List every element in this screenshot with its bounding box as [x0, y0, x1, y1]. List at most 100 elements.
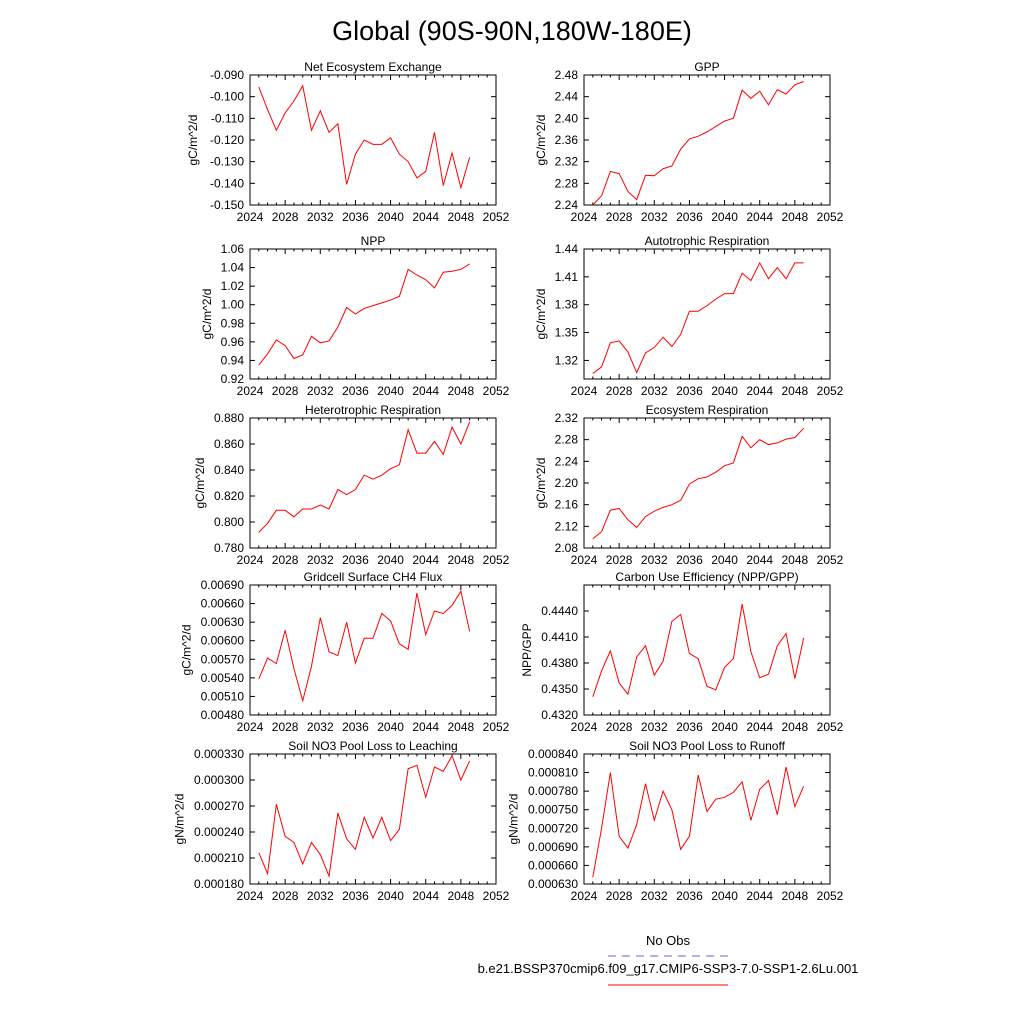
y-axis-label: NPP/GPP	[520, 623, 534, 676]
y-tick-label: 2.32	[555, 411, 579, 425]
x-tick-label: 2024	[237, 553, 264, 567]
panel-title: Autotrophic Respiration	[645, 234, 770, 248]
series-line	[258, 589, 471, 703]
x-tick-label: 2036	[342, 384, 369, 398]
x-tick-label: 2048	[782, 210, 809, 224]
x-tick-label: 2036	[676, 889, 703, 903]
x-tick-label: 2024	[237, 384, 264, 398]
x-tick-label: 2040	[711, 210, 738, 224]
y-tick-label: 0.94	[221, 353, 245, 367]
series-line	[258, 263, 470, 366]
panel-title: Net Ecosystem Exchange	[304, 60, 442, 74]
y-axis-label: gC/m^2/d	[200, 289, 214, 340]
plot-frame	[249, 417, 497, 549]
y-tick-label: 0.000690	[528, 840, 578, 854]
plot-frame	[249, 753, 497, 885]
y-axis-label: gC/m^2/d	[186, 115, 200, 166]
y-tick-label: 0.860	[214, 437, 244, 451]
x-tick-label: 2032	[641, 889, 668, 903]
x-tick-label: 2024	[237, 720, 264, 734]
x-tick-label: 2024	[571, 384, 598, 398]
x-tick-label: 2044	[746, 553, 773, 567]
x-tick-label: 2040	[377, 720, 404, 734]
panel-title: Heterotrophic Respiration	[305, 403, 441, 417]
panel-6: Ecosystem Respiration 2024 2028 2032 2036 204…	[534, 403, 844, 567]
y-tick-label: 2.28	[555, 433, 579, 447]
x-tick-label: 2028	[272, 553, 299, 567]
x-tick-label: 2048	[448, 210, 475, 224]
panel-7: Gridcell Surface CH4 Flux 2024 2028 2032 203…	[179, 570, 509, 734]
x-tick-label: 2028	[606, 720, 633, 734]
x-tick-label: 2040	[377, 384, 404, 398]
x-tick-label: 2044	[412, 889, 439, 903]
x-tick-label: 2048	[782, 720, 809, 734]
x-tick-label: 2028	[606, 553, 633, 567]
panel-8: Carbon Use Efficiency (NPP/GPP) 2024 2028 2…	[520, 570, 843, 734]
x-tick-label: 2048	[782, 384, 809, 398]
panel-4: Autotrophic Respiration 2024 2028 2032 2036 2…	[534, 234, 844, 398]
x-tick-label: 2044	[746, 889, 773, 903]
x-tick-label: 2028	[606, 210, 633, 224]
x-tick-label: 2040	[711, 889, 738, 903]
y-axis-label: gN/m^2/d	[173, 794, 187, 845]
x-tick-label: 2044	[746, 210, 773, 224]
series-line	[592, 766, 805, 878]
y-tick-label: 0.98	[221, 316, 245, 330]
panel-title: Carbon Use Efficiency (NPP/GPP)	[615, 570, 798, 584]
x-tick-label: 2040	[711, 720, 738, 734]
y-axis-label: gC/m^2/d	[193, 458, 207, 509]
y-tick-label: -0.120	[210, 133, 244, 147]
x-tick-label: 2048	[448, 720, 475, 734]
series-line	[258, 421, 471, 533]
y-tick-label: 1.32	[555, 353, 579, 367]
panels-grid: Net Ecosystem Exchange 2024 2028 2032 2036 20…	[173, 60, 844, 903]
x-tick-label: 2032	[307, 720, 334, 734]
y-tick-label: 1.35	[555, 326, 579, 340]
x-tick-label: 2024	[571, 889, 598, 903]
x-tick-label: 2028	[272, 889, 299, 903]
y-tick-label: 1.38	[555, 298, 579, 312]
y-tick-label: 1.44	[555, 242, 579, 256]
panel-5: Heterotrophic Respiration 2024 2028 2032 203…	[193, 403, 510, 567]
x-tick-label: 2032	[641, 553, 668, 567]
y-tick-label: -0.100	[210, 90, 244, 104]
y-tick-label: 2.32	[555, 155, 579, 169]
panel-1: Net Ecosystem Exchange 2024 2028 2032 2036 20…	[186, 60, 509, 224]
y-tick-label: 0.880	[214, 411, 244, 425]
plot-frame	[249, 74, 497, 206]
x-tick-label: 2036	[342, 720, 369, 734]
x-tick-label: 2032	[307, 210, 334, 224]
y-tick-label: 0.000330	[194, 747, 244, 761]
x-tick-label: 2052	[483, 210, 510, 224]
x-tick-label: 2028	[272, 720, 299, 734]
x-tick-label: 2036	[676, 384, 703, 398]
y-tick-label: 0.000240	[194, 825, 244, 839]
y-tick-label: 0.00480	[201, 708, 245, 722]
y-tick-label: 1.02	[221, 279, 245, 293]
x-tick-label: 2044	[746, 720, 773, 734]
y-tick-label: 0.4440	[541, 604, 578, 618]
x-tick-label: 2052	[817, 384, 844, 398]
x-tick-label: 2024	[237, 210, 264, 224]
series-line	[592, 81, 804, 206]
panel-title: Soil NO3 Pool Loss to Leaching	[288, 739, 457, 753]
x-tick-label: 2036	[676, 720, 703, 734]
y-tick-label: 0.4320	[541, 708, 578, 722]
series-line	[258, 754, 471, 879]
y-tick-label: 0.000810	[528, 766, 578, 780]
y-tick-label: 0.000720	[528, 821, 578, 835]
x-tick-label: 2052	[483, 553, 510, 567]
x-tick-label: 2040	[711, 553, 738, 567]
y-tick-label: 0.000660	[528, 858, 578, 872]
y-tick-label: 0.4350	[541, 682, 578, 696]
y-tick-label: 0.000840	[528, 747, 578, 761]
x-tick-label: 2036	[342, 889, 369, 903]
panel-10: Soil NO3 Pool Loss to Runoff 2024 2028 2032…	[507, 739, 844, 903]
y-axis-label: gC/m^2/d	[534, 289, 548, 340]
y-tick-label: 2.12	[555, 519, 579, 533]
series-line	[592, 261, 804, 374]
y-tick-label: 2.20	[555, 476, 579, 490]
y-tick-label: 0.800	[214, 515, 244, 529]
y-axis-label: gN/m^2/d	[507, 794, 521, 845]
y-tick-label: 2.08	[555, 541, 579, 555]
